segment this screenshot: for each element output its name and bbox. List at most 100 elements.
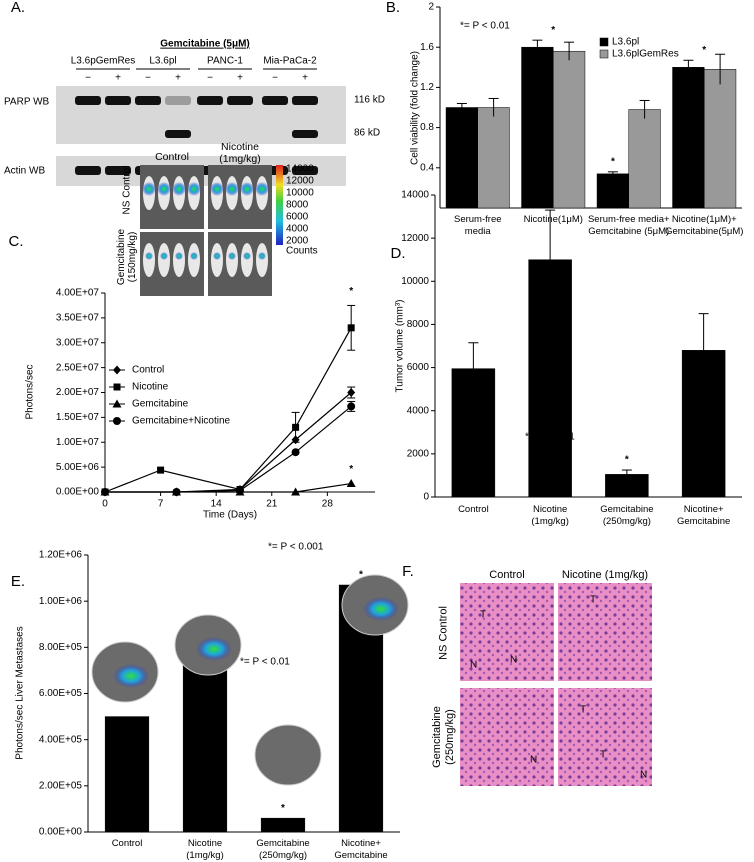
signal (213, 252, 221, 260)
significance: * (349, 286, 353, 297)
tissue-label: N (470, 660, 477, 671)
blot-title: Gemcitabine (5μM) (160, 39, 249, 50)
colorbar-tick: 10000 (286, 188, 314, 199)
signal (228, 252, 236, 260)
colorbar (276, 165, 283, 245)
legend-label: Gemcitabine+Nicotine (132, 416, 231, 427)
x-tick-label: Control (458, 504, 489, 515)
band-size: 116 kD (354, 95, 385, 106)
colorbar-tick: 2000 (286, 236, 309, 247)
band (292, 166, 318, 175)
tissue-label: N (640, 770, 647, 781)
series-line (104, 327, 352, 493)
treatment: + (302, 73, 308, 84)
point (347, 388, 356, 397)
band-size: 86 kD (354, 128, 380, 139)
x-tick-label: 14 (211, 499, 223, 510)
point (113, 383, 121, 391)
cell-line: PANC-1 (207, 56, 243, 67)
legend-label: Control (132, 365, 164, 376)
bar (445, 107, 479, 209)
x-tick-label: Serum-free media+ Gemcitabine (5μM) (587, 214, 670, 237)
treatment: − (272, 73, 278, 84)
x-tick-label: 21 (266, 499, 278, 510)
y-tick-label: 4000 (407, 405, 430, 416)
legend-label: Gemcitabine (132, 399, 189, 410)
row-label: NS Control (437, 606, 450, 660)
y-axis-label: Photons/sec Liver Metastases (15, 626, 26, 759)
bar (596, 173, 629, 209)
panel-label: E. (10, 573, 26, 590)
panel-label: C. (8, 233, 24, 250)
y-tick-label: 0.00E+00 (56, 487, 100, 498)
row-label: Gemcitabine (250mg/kg) (431, 706, 456, 768)
significance: * (551, 25, 555, 36)
point (291, 487, 301, 496)
tissue-label: N (530, 755, 537, 766)
colorbar-tick: 12000 (286, 176, 314, 187)
point (172, 488, 181, 496)
point (291, 448, 300, 457)
blot-label: Actin WB (4, 166, 45, 177)
y-tick-label: 6000 (407, 362, 430, 373)
band (75, 96, 101, 105)
y-tick-label: 8000 (407, 319, 430, 330)
histology-image (460, 583, 554, 681)
band (262, 96, 288, 105)
x-tick-label: Control (111, 838, 143, 849)
annotation: *= P < 0.01 (240, 657, 290, 668)
tissue-label: T (480, 610, 486, 621)
tissue-label: T (580, 705, 586, 716)
x-tick-label: Nicotine (1mg/kg) (531, 504, 569, 527)
x-tick-label: Nicotine(1μM) (523, 214, 583, 225)
significance: * (625, 455, 629, 466)
band (165, 96, 191, 105)
y-tick-label: 2.50E+07 (56, 362, 100, 373)
y-tick-label: 1.50E+07 (56, 412, 100, 423)
y-tick-label: 1.00E+07 (56, 437, 100, 448)
x-tick-label: Nicotine+ Gemcitabine (334, 838, 388, 861)
y-tick-label: 0.4 (420, 162, 434, 173)
point (113, 365, 121, 375)
y-axis-label: Photons/sec (25, 364, 36, 419)
point (113, 417, 121, 425)
band (135, 96, 161, 105)
y-tick-label: 5.00E+06 (56, 462, 100, 473)
band (165, 130, 191, 138)
signal (196, 637, 232, 661)
point (101, 488, 109, 496)
y-tick-label: 1.00E+06 (39, 596, 83, 607)
bar (521, 46, 554, 209)
y-tick-label: 14000 (401, 190, 429, 201)
bar (704, 69, 737, 209)
colorbar-tick: 4000 (286, 224, 309, 235)
treatment: + (237, 73, 243, 84)
x-tick-label: 28 (322, 499, 334, 510)
signal (258, 252, 266, 260)
x-tick-label: 7 (158, 499, 164, 510)
treatment: − (85, 73, 91, 84)
signal (145, 252, 153, 260)
bar (104, 716, 150, 833)
panel-label: B. (385, 0, 401, 16)
signal (190, 252, 198, 260)
colorbar-tick: 8000 (286, 200, 309, 211)
y-tick-label: 1.20E+06 (39, 550, 83, 561)
inset-row-label: NS Control (121, 165, 133, 215)
blot-label: PARP WB (4, 97, 50, 108)
significance: * (702, 45, 706, 56)
signal (243, 252, 251, 260)
legend-label: L3.6pl (612, 37, 639, 48)
x-tick-label: Gemcitabine (250mg/kg) (600, 504, 654, 527)
signal (160, 252, 168, 260)
x-tick-label: Nicotine(1μM)+ Gemcitabine(5μM) (665, 214, 744, 237)
band (105, 166, 131, 175)
colorbar-tick: 14000 (286, 164, 314, 175)
panel-label: F. (402, 563, 414, 580)
cell-line: L3.6pGemRes (71, 56, 135, 67)
bar (260, 817, 306, 833)
legend-label: L3.6plGemRes (612, 49, 679, 60)
panel-label: A. (10, 0, 26, 16)
